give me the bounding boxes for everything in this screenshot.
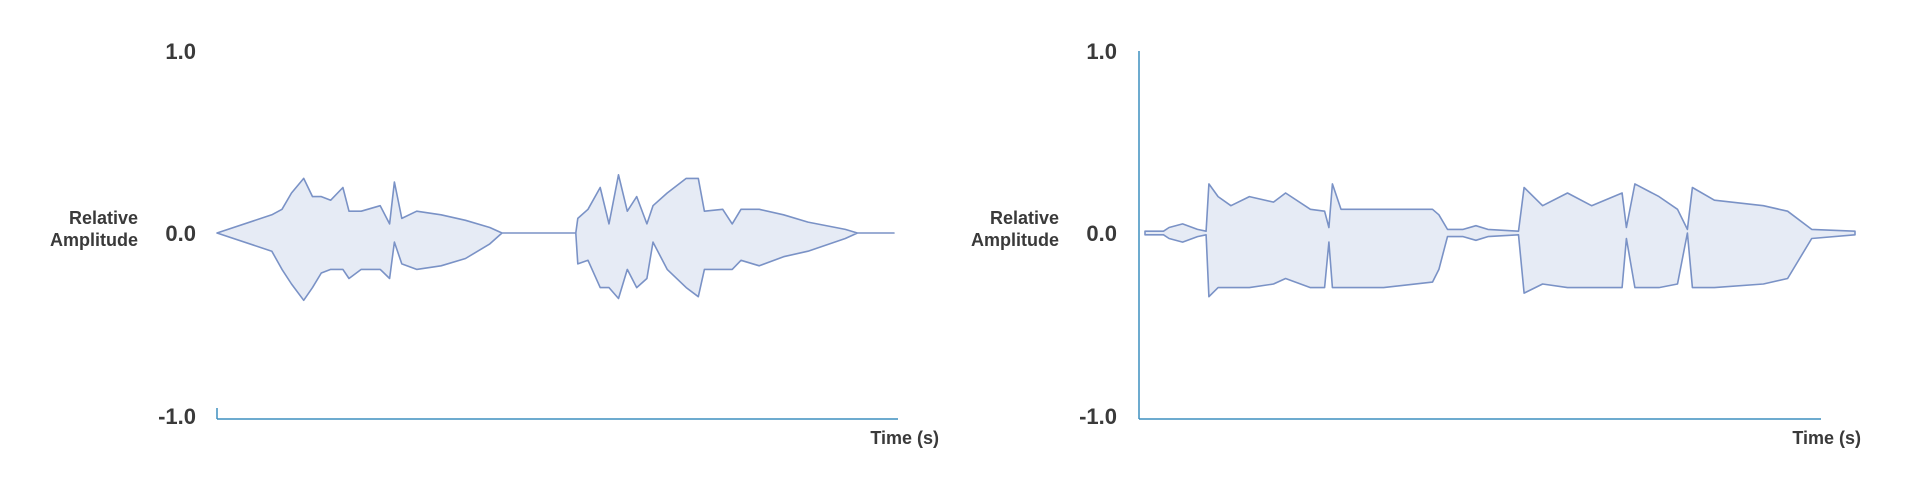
y-tick-label-bottom: -1.0 [1079,404,1117,429]
y-tick-label-zero: 0.0 [165,221,196,246]
waveform-chart-right: 1.0 0.0 -1.0 Relative Amplitude Time (s) [971,39,1861,448]
y-axis-label-line1: Relative [69,208,138,228]
waveform-area [216,174,895,302]
waveform-chart-left: 1.0 0.0 -1.0 Relative Amplitude Time (s) [50,39,939,448]
y-tick-label-bottom: -1.0 [158,404,196,429]
y-tick-label-zero: 0.0 [1086,221,1117,246]
y-axis-label-line1: Relative [990,208,1059,228]
y-axis-label-line2: Amplitude [971,230,1059,250]
x-axis-label: Time (s) [870,428,939,448]
y-tick-label-top: 1.0 [1086,39,1117,64]
y-axis-label-line2: Amplitude [50,230,138,250]
x-axis-label: Time (s) [1792,428,1861,448]
y-tick-label-top: 1.0 [165,39,196,64]
waveform-area [1144,183,1856,298]
